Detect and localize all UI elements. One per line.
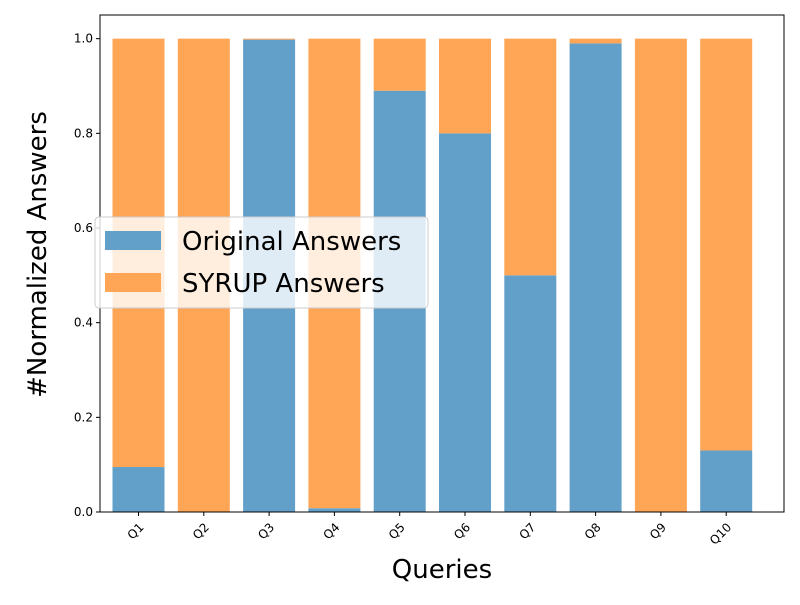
legend-items: Original Answers SYRUP Answers <box>105 227 401 299</box>
legend-label-original: Original Answers <box>182 227 401 257</box>
bar-syrup-q6 <box>439 38 491 134</box>
x-tick-label-q4: Q4 <box>321 520 343 542</box>
legend-swatch-syrup <box>105 273 161 292</box>
legend-label-syrup: SYRUP Answers <box>182 269 385 299</box>
bar-syrup-q7 <box>504 38 557 276</box>
x-axis: Q1 Q2 Q3 Q4 Q5 Q6 Q7 Q8 Q9 Q10 <box>125 512 734 548</box>
y-tick-label: 0.2 <box>74 410 93 424</box>
x-tick-label-q8: Q8 <box>582 520 604 542</box>
x-tick-label-q2: Q2 <box>190 520 212 542</box>
x-tick-label-q9: Q9 <box>647 520 669 542</box>
legend-swatch-original <box>105 231 161 250</box>
bar-original-q4 <box>308 508 361 512</box>
y-axis-title: #Normalized Answers <box>23 111 53 398</box>
y-tick-label: 0.0 <box>74 505 93 519</box>
x-tick-label-q3: Q3 <box>255 520 277 542</box>
bar-original-q10 <box>700 450 753 512</box>
y-tick-label: 0.4 <box>74 316 93 330</box>
y-tick-label: 0.6 <box>74 221 93 235</box>
x-tick-label-q10: Q10 <box>707 520 734 547</box>
bar-original-q1 <box>112 467 165 512</box>
bar-syrup-q10 <box>700 38 753 451</box>
x-axis-title: Queries <box>392 555 492 585</box>
bar-original-q7 <box>504 275 557 512</box>
y-tick-label: 1.0 <box>74 32 93 46</box>
y-tick-label: 0.8 <box>74 126 93 140</box>
x-tick-label-q5: Q5 <box>386 520 408 542</box>
bar-syrup-q9 <box>634 38 687 513</box>
bar-syrup-q5 <box>373 38 426 91</box>
x-tick-label-q1: Q1 <box>125 520 147 542</box>
legend: Original Answers SYRUP Answers <box>94 216 429 309</box>
x-tick-label-q6: Q6 <box>451 520 473 542</box>
bar-original-q8 <box>569 43 622 513</box>
bar-original-q6 <box>439 133 491 513</box>
bars-layer <box>112 38 753 513</box>
bar-syrup-q3 <box>243 38 296 40</box>
bar-syrup-q8 <box>569 38 622 44</box>
legend-box <box>94 216 429 309</box>
y-axis: 0.0 0.2 0.4 0.6 0.8 1.0 <box>74 32 100 519</box>
x-tick-label-q7: Q7 <box>516 520 538 542</box>
